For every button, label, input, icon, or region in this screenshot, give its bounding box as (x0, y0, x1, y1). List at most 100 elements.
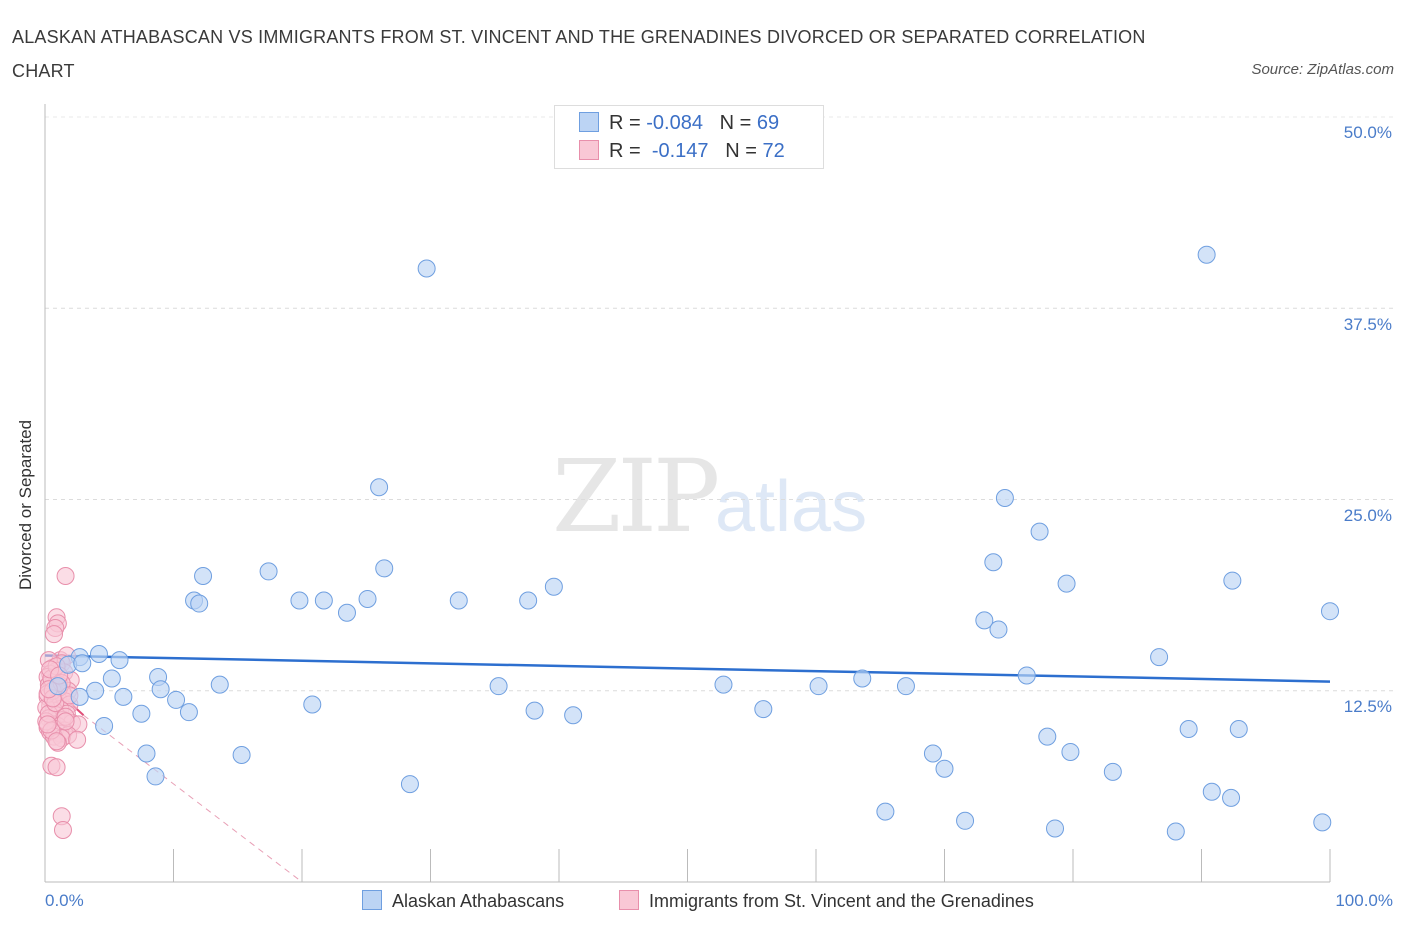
chart-title: ALASKAN ATHABASCAN VS IMMIGRANTS FROM ST… (12, 27, 1146, 81)
data-point-athabascans (1197, 245, 1216, 264)
data-point-st-vincent (56, 567, 75, 585)
data-point-athabascans (95, 716, 114, 735)
data-point-athabascans (1313, 813, 1332, 832)
data-point-athabascans (232, 746, 251, 765)
data-point-athabascans (314, 591, 333, 610)
data-point-athabascans (73, 654, 92, 673)
r-value: -0.147 (651, 140, 709, 162)
data-point-athabascans (1229, 720, 1248, 738)
blue-swatch-icon (362, 890, 382, 910)
data-point-athabascans (48, 677, 67, 696)
x-tick-label-max: 100.0% (1335, 891, 1393, 910)
data-point-athabascans (995, 488, 1014, 507)
data-point-athabascans (1179, 720, 1198, 738)
legend-row-pink: R = -0.147 N = 72 (579, 140, 785, 166)
data-point-athabascans (1061, 742, 1080, 761)
data-point-athabascans (259, 562, 278, 581)
data-point-athabascans (956, 811, 975, 830)
data-point-athabascans (110, 651, 129, 670)
data-point-athabascans (370, 478, 389, 497)
data-point-athabascans (489, 677, 508, 696)
data-point-athabascans (89, 645, 108, 664)
data-point-athabascans (564, 706, 583, 725)
data-point-st-vincent (53, 820, 72, 839)
y-tick-label: 50.0% (1343, 123, 1392, 142)
data-point-athabascans (449, 591, 468, 610)
data-point-athabascans (519, 591, 538, 610)
data-point-athabascans (1223, 571, 1242, 590)
data-point-athabascans (146, 767, 165, 786)
data-point-athabascans (935, 759, 954, 778)
grid-lines (45, 116, 1395, 692)
data-point-athabascans (375, 559, 394, 578)
data-point-athabascans (754, 700, 773, 719)
data-point-athabascans (1202, 782, 1221, 801)
data-point-athabascans (194, 567, 213, 585)
data-point-athabascans (400, 775, 419, 794)
y-axis-label: Divorced or Separated (16, 419, 35, 590)
series-immigrants-st-vincent (37, 567, 88, 839)
data-point-athabascans (1038, 727, 1057, 746)
data-point-athabascans (358, 589, 377, 608)
watermark-atlas: atlas (715, 467, 868, 547)
data-point-athabascans (809, 677, 828, 696)
blue-swatch-icon (579, 112, 599, 132)
data-point-athabascans (1103, 762, 1122, 781)
data-point-athabascans (190, 594, 209, 613)
data-point-athabascans (179, 703, 198, 722)
n-value: 72 (762, 140, 785, 162)
data-point-athabascans (86, 681, 105, 700)
data-point-athabascans (984, 553, 1003, 572)
data-point-athabascans (853, 669, 872, 688)
legend-row-blue: R = -0.084 N = 69 (579, 112, 779, 138)
data-point-athabascans (714, 675, 733, 694)
data-point-athabascans (1057, 574, 1076, 593)
data-point-athabascans (102, 669, 121, 688)
data-point-athabascans (975, 611, 994, 630)
x-tick-label-min: 0.0% (45, 891, 84, 910)
data-point-athabascans (989, 620, 1008, 639)
data-point-athabascans (544, 577, 563, 596)
data-point-st-vincent (44, 625, 63, 644)
data-point-athabascans (114, 687, 133, 706)
trend-line-st-vincent-extrapolated (83, 714, 303, 883)
data-point-athabascans (525, 701, 544, 720)
axes (44, 104, 1331, 883)
data-point-athabascans (923, 744, 942, 763)
y-tick-label: 25.0% (1343, 506, 1392, 525)
data-point-athabascans (1017, 666, 1036, 685)
data-point-athabascans (303, 695, 322, 714)
data-point-athabascans (876, 802, 895, 821)
data-point-st-vincent (47, 758, 66, 777)
bottom-legend-item-pink: Immigrants from St. Vincent and the Gren… (619, 890, 1034, 912)
data-point-st-vincent (56, 712, 75, 731)
y-tick-label: 12.5% (1343, 697, 1392, 716)
data-point-athabascans (1321, 602, 1339, 621)
series-alaskan-athabascans (48, 245, 1339, 841)
y-tick-label: 37.5% (1343, 315, 1392, 334)
data-point-athabascans (132, 704, 151, 723)
pink-swatch-icon (619, 890, 639, 910)
data-point-athabascans (167, 690, 186, 709)
correlation-legend: R = -0.084 N = 69 R = -0.147 N = 72 (554, 105, 824, 169)
trend-lines (44, 654, 1331, 883)
data-point-athabascans (1030, 522, 1049, 541)
data-point-st-vincent (38, 715, 57, 734)
data-point-athabascans (151, 680, 170, 699)
data-point-athabascans (70, 687, 89, 706)
n-value: 69 (756, 112, 780, 134)
source-credit: Source: ZipAtlas.com (1251, 61, 1394, 78)
data-point-athabascans (337, 603, 356, 622)
trend-line-athabascans (44, 654, 1331, 683)
bottom-legend-item-blue: Alaskan Athabascans (362, 890, 564, 912)
data-point-athabascans (210, 675, 229, 694)
r-value: -0.084 (646, 112, 703, 134)
data-point-st-vincent (47, 732, 66, 751)
data-point-athabascans (1222, 788, 1241, 807)
data-point-athabascans (896, 677, 915, 696)
data-point-athabascans (1166, 822, 1185, 841)
data-point-athabascans (417, 259, 436, 278)
watermark-zip: ZIP (552, 438, 720, 555)
data-point-athabascans (1046, 819, 1065, 838)
pink-swatch-icon (579, 140, 599, 160)
